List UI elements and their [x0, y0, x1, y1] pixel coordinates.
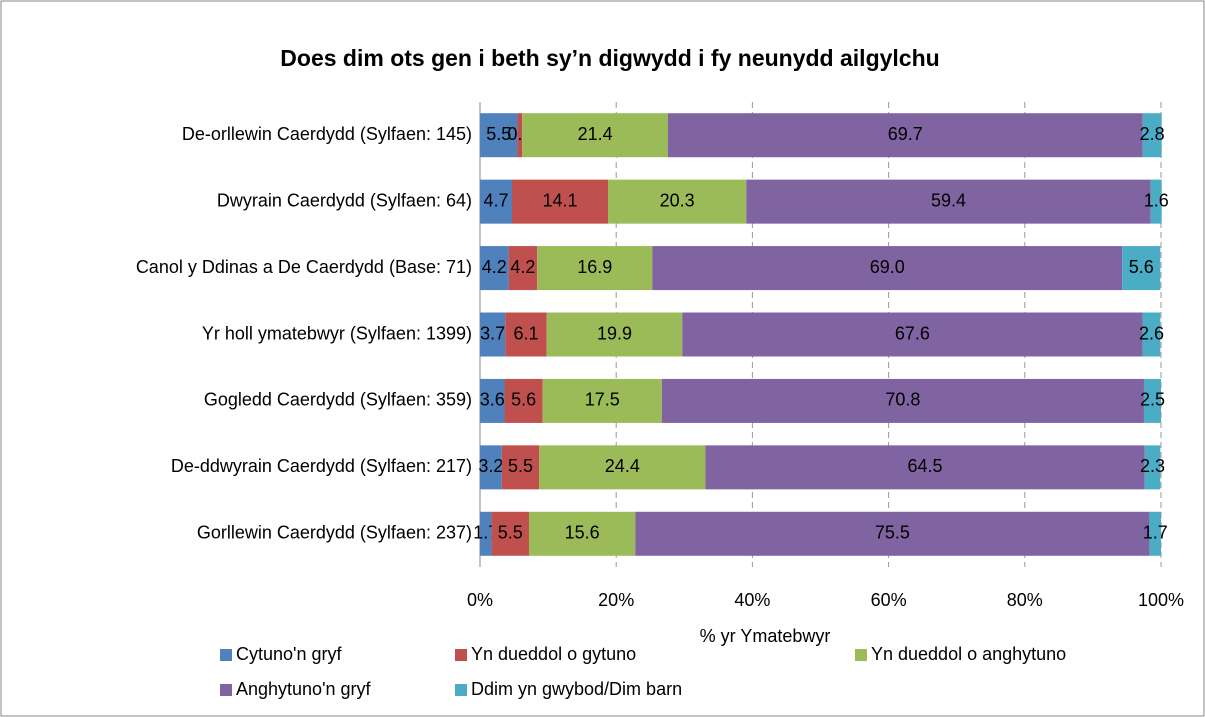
x-tick-label: 80% — [1007, 590, 1043, 610]
bar-segment — [661, 378, 1144, 423]
legend-swatch — [220, 649, 232, 661]
bar-segment — [537, 246, 653, 291]
y-tick-label: De-orllewin Caerdydd (Sylfaen: 145) — [182, 124, 472, 144]
data-label: 59.4 — [931, 190, 966, 210]
data-label: 2.3 — [1140, 456, 1165, 476]
bar-segment — [746, 179, 1151, 224]
data-label: 2.8 — [1140, 124, 1165, 144]
data-label: 5.6 — [1129, 257, 1154, 277]
bar-segment — [480, 445, 502, 490]
data-label: 70.8 — [885, 390, 920, 410]
bar-segment — [522, 113, 668, 158]
data-label: 4.2 — [482, 257, 507, 277]
bar-segment — [491, 511, 530, 556]
bar-segment — [652, 246, 1123, 291]
data-label: 6.1 — [513, 323, 538, 343]
bar-segment — [508, 246, 538, 291]
bar-segment — [480, 113, 518, 158]
bar-segment — [1143, 378, 1161, 423]
x-tick-label: 60% — [871, 590, 907, 610]
bar-segment — [608, 179, 747, 224]
data-label: 19.9 — [597, 323, 632, 343]
legend-label: Yn dueddol o anghytuno — [871, 644, 1066, 664]
bar-segment — [705, 445, 1145, 490]
bar-segment — [539, 445, 706, 490]
legend-swatch — [455, 684, 467, 696]
bar-segment — [1122, 246, 1161, 291]
x-tick-label: 40% — [734, 590, 770, 610]
data-label: 15.6 — [565, 523, 600, 543]
data-label: 69.0 — [870, 257, 905, 277]
bar-segment — [1142, 312, 1161, 357]
y-tick-label: Canol y Ddinas a De Caerdydd (Base: 71) — [136, 257, 472, 277]
bar-segment — [529, 511, 636, 556]
data-label: 2.5 — [1140, 390, 1165, 410]
bar-segment — [480, 179, 513, 224]
bar-segment — [1149, 511, 1161, 556]
data-label: 16.9 — [577, 257, 612, 277]
bar-segment — [546, 312, 683, 357]
y-tick-label: Dwyrain Caerdydd (Sylfaen: 64) — [217, 190, 472, 210]
data-label: 3.7 — [480, 323, 505, 343]
data-label: 21.4 — [578, 124, 613, 144]
chart-title: Does dim ots gen i beth sy’n digwydd i f… — [280, 45, 939, 71]
data-label: 2.6 — [1139, 323, 1164, 343]
data-label: 5.6 — [511, 390, 536, 410]
legend-label: Yn dueddol o gytuno — [471, 644, 636, 664]
legend-label: Cytuno'n gryf — [236, 644, 342, 664]
data-label: 64.5 — [908, 456, 943, 476]
bar-segment — [1150, 179, 1162, 224]
legend-swatch — [455, 649, 467, 661]
bar-segment — [480, 511, 492, 556]
legend-label: Ddim yn gwybod/Dim barn — [471, 679, 682, 699]
data-label: 75.5 — [875, 523, 910, 543]
bar-segment — [517, 113, 523, 158]
bar-segment — [480, 246, 509, 291]
bar-segment — [542, 378, 662, 423]
x-tick-label: 0% — [467, 590, 493, 610]
legend-label: Anghytuno'n gryf — [236, 679, 372, 699]
data-label: 5.5 — [498, 523, 523, 543]
legend-swatch — [220, 684, 232, 696]
data-label: 20.3 — [660, 190, 695, 210]
x-tick-label: 100% — [1138, 590, 1184, 610]
data-label: 3.2 — [478, 456, 503, 476]
x-axis-title: % yr Ymatebwyr — [700, 626, 831, 646]
bar-segment — [504, 378, 543, 423]
data-label: 67.6 — [895, 323, 930, 343]
data-label: 3.6 — [480, 390, 505, 410]
data-label: 1.7 — [1143, 523, 1168, 543]
y-tick-label: Gorllewin Caerdydd (Sylfaen: 237) — [197, 523, 472, 543]
bar-segment — [480, 378, 505, 423]
x-tick-label: 20% — [598, 590, 634, 610]
bar-segment — [635, 511, 1150, 556]
data-label: 14.1 — [542, 190, 577, 210]
y-tick-label: De-ddwyrain Caerdydd (Sylfaen: 217) — [171, 456, 472, 476]
bar-segment — [1144, 445, 1161, 490]
data-label: 4.7 — [483, 190, 508, 210]
data-label: 69.7 — [888, 124, 923, 144]
data-label: 5.5 — [508, 456, 533, 476]
data-label: 1.6 — [1144, 190, 1169, 210]
bar-segment — [1142, 113, 1162, 158]
y-tick-label: Yr holl ymatebwyr (Sylfaen: 1399) — [202, 323, 472, 343]
legend-swatch — [855, 649, 867, 661]
bar-segment — [480, 312, 506, 357]
data-label: 5.5 — [486, 124, 511, 144]
bar-segment — [505, 312, 547, 357]
data-label: 24.4 — [605, 456, 640, 476]
data-label: 17.5 — [585, 390, 620, 410]
data-label: 4.2 — [510, 257, 535, 277]
bar-segment — [682, 312, 1143, 357]
bar-segment — [501, 445, 540, 490]
bar-segment — [512, 179, 609, 224]
y-tick-label: Gogledd Caerdydd (Sylfaen: 359) — [204, 390, 472, 410]
bar-segment — [667, 113, 1143, 158]
